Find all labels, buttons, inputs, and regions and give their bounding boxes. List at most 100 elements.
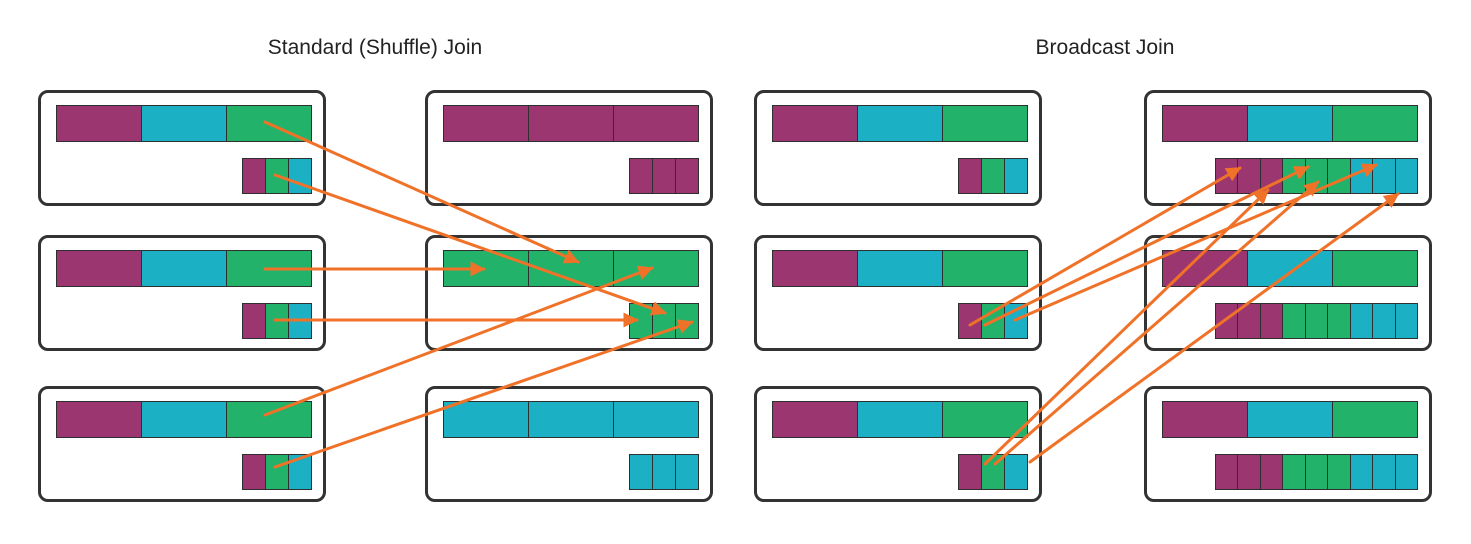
broadcast-target-node-1	[1144, 90, 1432, 206]
small-table-partition-purple	[652, 158, 676, 194]
small-table-partition-purple	[242, 158, 266, 194]
large-table-partition-green	[942, 401, 1028, 438]
small-table-partition-green	[1282, 303, 1306, 339]
large-table-partition-green	[942, 105, 1028, 142]
large-table-partition-purple	[56, 105, 142, 142]
small-table-partition-green	[1304, 454, 1328, 490]
shuffle-source-node-1	[38, 90, 326, 206]
small-table-partition-purple	[1237, 303, 1261, 339]
small-table-partition-purple	[242, 303, 266, 339]
small-table-partition-cyan	[1394, 454, 1418, 490]
small-table-partition-cyan	[1372, 303, 1396, 339]
small-table-partition-cyan	[1004, 158, 1028, 194]
small-table-partition-cyan	[1349, 303, 1373, 339]
small-table-partition-green	[265, 303, 289, 339]
small-table-partition-green	[1282, 158, 1306, 194]
large-table-partition-purple	[1162, 105, 1248, 142]
large-table-partition-purple	[1162, 401, 1248, 438]
broadcast-source-node-3	[754, 386, 1042, 502]
shuffle-source-node-2	[38, 235, 326, 351]
small-table-partition-cyan	[1004, 454, 1028, 490]
large-table-partition-green	[1332, 250, 1418, 287]
small-table-partition-green	[1304, 158, 1328, 194]
small-table-partition-purple	[958, 303, 982, 339]
small-table-partition-cyan	[1349, 454, 1373, 490]
large-table-partition-cyan	[1247, 105, 1333, 142]
large-table-partition-green	[226, 250, 312, 287]
shuffle-target-node-2	[425, 235, 713, 351]
small-table-partition-green	[675, 303, 699, 339]
large-table-partition-cyan	[443, 401, 529, 438]
large-table-partition-purple	[528, 105, 614, 142]
large-table-partition-purple	[613, 105, 699, 142]
large-table-partition-cyan	[141, 401, 227, 438]
small-table-partition-green	[629, 303, 653, 339]
small-table-partition-purple	[242, 454, 266, 490]
small-table-partition-purple	[1259, 303, 1283, 339]
small-table-partition-cyan	[1349, 158, 1373, 194]
large-table-partition-cyan	[857, 250, 943, 287]
broadcast-source-node-2	[754, 235, 1042, 351]
large-table-partition-green	[613, 250, 699, 287]
small-table-partition-purple	[629, 158, 653, 194]
small-table-partition-green	[981, 303, 1005, 339]
small-table-partition-cyan	[288, 158, 312, 194]
small-table-partition-cyan	[1372, 158, 1396, 194]
large-table-partition-purple	[56, 250, 142, 287]
small-table-partition-purple	[1237, 158, 1261, 194]
small-table-partition-purple	[1259, 158, 1283, 194]
small-table-partition-green	[1327, 158, 1351, 194]
large-table-partition-purple	[772, 105, 858, 142]
small-table-partition-green	[981, 158, 1005, 194]
small-table-partition-cyan	[1372, 454, 1396, 490]
large-table-partition-purple	[56, 401, 142, 438]
large-table-partition-cyan	[528, 401, 614, 438]
small-table-partition-green	[265, 158, 289, 194]
small-table-partition-cyan	[288, 454, 312, 490]
small-table-partition-green	[652, 303, 676, 339]
large-table-partition-cyan	[857, 401, 943, 438]
small-table-partition-purple	[1214, 303, 1238, 339]
small-table-partition-cyan	[1004, 303, 1028, 339]
large-table-partition-purple	[1162, 250, 1248, 287]
shuffle-source-node-3	[38, 386, 326, 502]
shuffle-target-node-1	[425, 90, 713, 206]
large-table-partition-purple	[443, 105, 529, 142]
small-table-partition-purple	[1214, 158, 1238, 194]
small-table-partition-green	[1282, 454, 1306, 490]
small-table-partition-purple	[958, 454, 982, 490]
small-table-partition-cyan	[1394, 158, 1418, 194]
large-table-partition-cyan	[1247, 401, 1333, 438]
small-table-partition-green	[1327, 454, 1351, 490]
large-table-partition-cyan	[857, 105, 943, 142]
broadcast-source-node-1	[754, 90, 1042, 206]
small-table-partition-cyan	[675, 454, 699, 490]
large-table-partition-purple	[772, 250, 858, 287]
small-table-partition-purple	[1214, 454, 1238, 490]
large-table-partition-green	[1332, 105, 1418, 142]
small-table-partition-green	[265, 454, 289, 490]
small-table-partition-cyan	[629, 454, 653, 490]
small-table-partition-cyan	[1394, 303, 1418, 339]
shuffle-join-title: Standard (Shuffle) Join	[267, 36, 483, 59]
large-table-partition-cyan	[141, 250, 227, 287]
large-table-partition-green	[942, 250, 1028, 287]
small-table-partition-green	[1304, 303, 1328, 339]
broadcast-join-title: Broadcast Join	[1035, 36, 1175, 59]
large-table-partition-green	[1332, 401, 1418, 438]
small-table-partition-cyan	[288, 303, 312, 339]
large-table-partition-cyan	[141, 105, 227, 142]
small-table-partition-purple	[1237, 454, 1261, 490]
large-table-partition-cyan	[613, 401, 699, 438]
large-table-partition-green	[528, 250, 614, 287]
broadcast-target-node-3	[1144, 386, 1432, 502]
large-table-partition-cyan	[1247, 250, 1333, 287]
small-table-partition-purple	[1259, 454, 1283, 490]
broadcast-target-node-2	[1144, 235, 1432, 351]
small-table-partition-green	[1327, 303, 1351, 339]
small-table-partition-purple	[958, 158, 982, 194]
shuffle-target-node-3	[425, 386, 713, 502]
small-table-partition-purple	[675, 158, 699, 194]
small-table-partition-green	[981, 454, 1005, 490]
large-table-partition-green	[443, 250, 529, 287]
